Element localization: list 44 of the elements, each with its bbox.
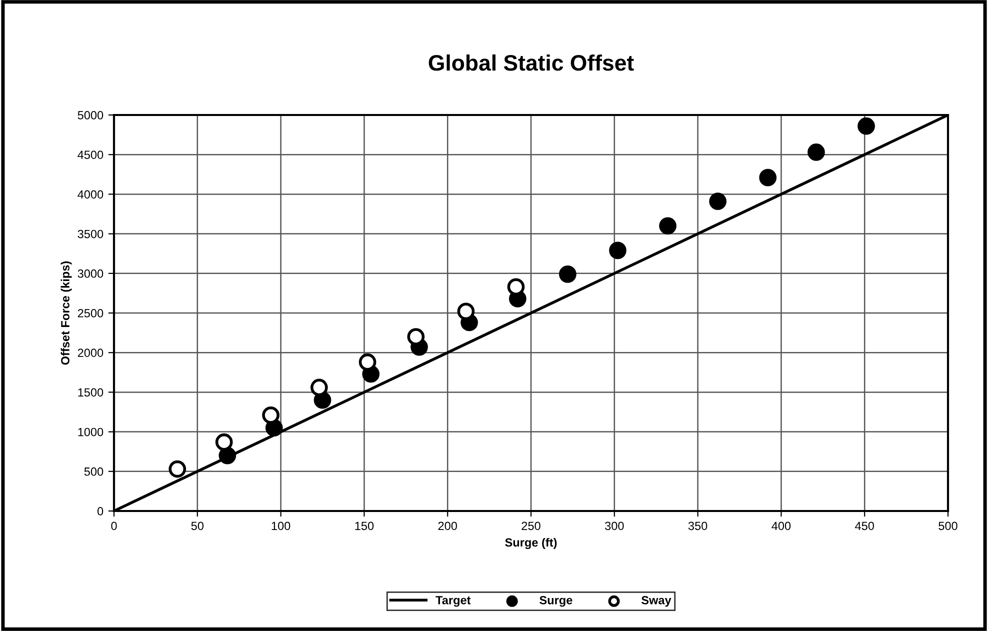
x-tick-label: 250 <box>522 522 540 530</box>
legend-label: Surge <box>540 596 572 607</box>
point <box>759 168 777 186</box>
x-tick-label: 500 <box>938 522 958 530</box>
y-tick-label: 500 <box>84 467 104 476</box>
x-tick-label: 100 <box>272 522 290 530</box>
chart-title: Global Static Offset <box>428 54 634 71</box>
y-tick-label: 3000 <box>78 269 104 278</box>
x-tick-label: 400 <box>772 522 791 530</box>
y-axis-title: Offset Force (kips) <box>60 261 72 365</box>
x-axis-title: Surge (ft) <box>505 538 557 550</box>
y-tick-label: 3500 <box>78 230 104 238</box>
point <box>507 278 525 296</box>
x-tick-label: 0 <box>111 522 117 530</box>
point <box>218 446 236 464</box>
point <box>262 406 280 424</box>
x-tick-label: 300 <box>605 522 624 530</box>
x-tick-label: 50 <box>191 522 204 530</box>
y-tick-label: 5000 <box>78 111 104 120</box>
y-tick-label: 1000 <box>78 428 104 436</box>
point <box>407 328 425 346</box>
x-tick-label: 350 <box>688 522 708 530</box>
x-tick-label: 200 <box>438 522 457 530</box>
point <box>310 378 328 396</box>
y-tick-label: 4000 <box>78 190 104 199</box>
point <box>457 302 475 320</box>
y-tick-label: 1500 <box>78 388 104 397</box>
legend-label: Target <box>436 596 471 607</box>
x-tick-label: 450 <box>855 522 874 530</box>
y-tick-label: 4500 <box>78 150 104 159</box>
point <box>808 144 825 161</box>
point <box>609 242 626 260</box>
point <box>858 117 875 135</box>
point <box>559 266 576 283</box>
x-tick-label: 150 <box>355 522 374 530</box>
point <box>659 217 676 235</box>
point <box>709 192 726 210</box>
y-tick-label: 0 <box>97 507 104 516</box>
legend-label: Sway <box>641 596 672 607</box>
point <box>168 460 186 478</box>
point <box>358 353 376 371</box>
point <box>215 433 233 451</box>
y-tick-label: 2000 <box>78 348 104 357</box>
y-tick-label: 2500 <box>78 309 104 318</box>
